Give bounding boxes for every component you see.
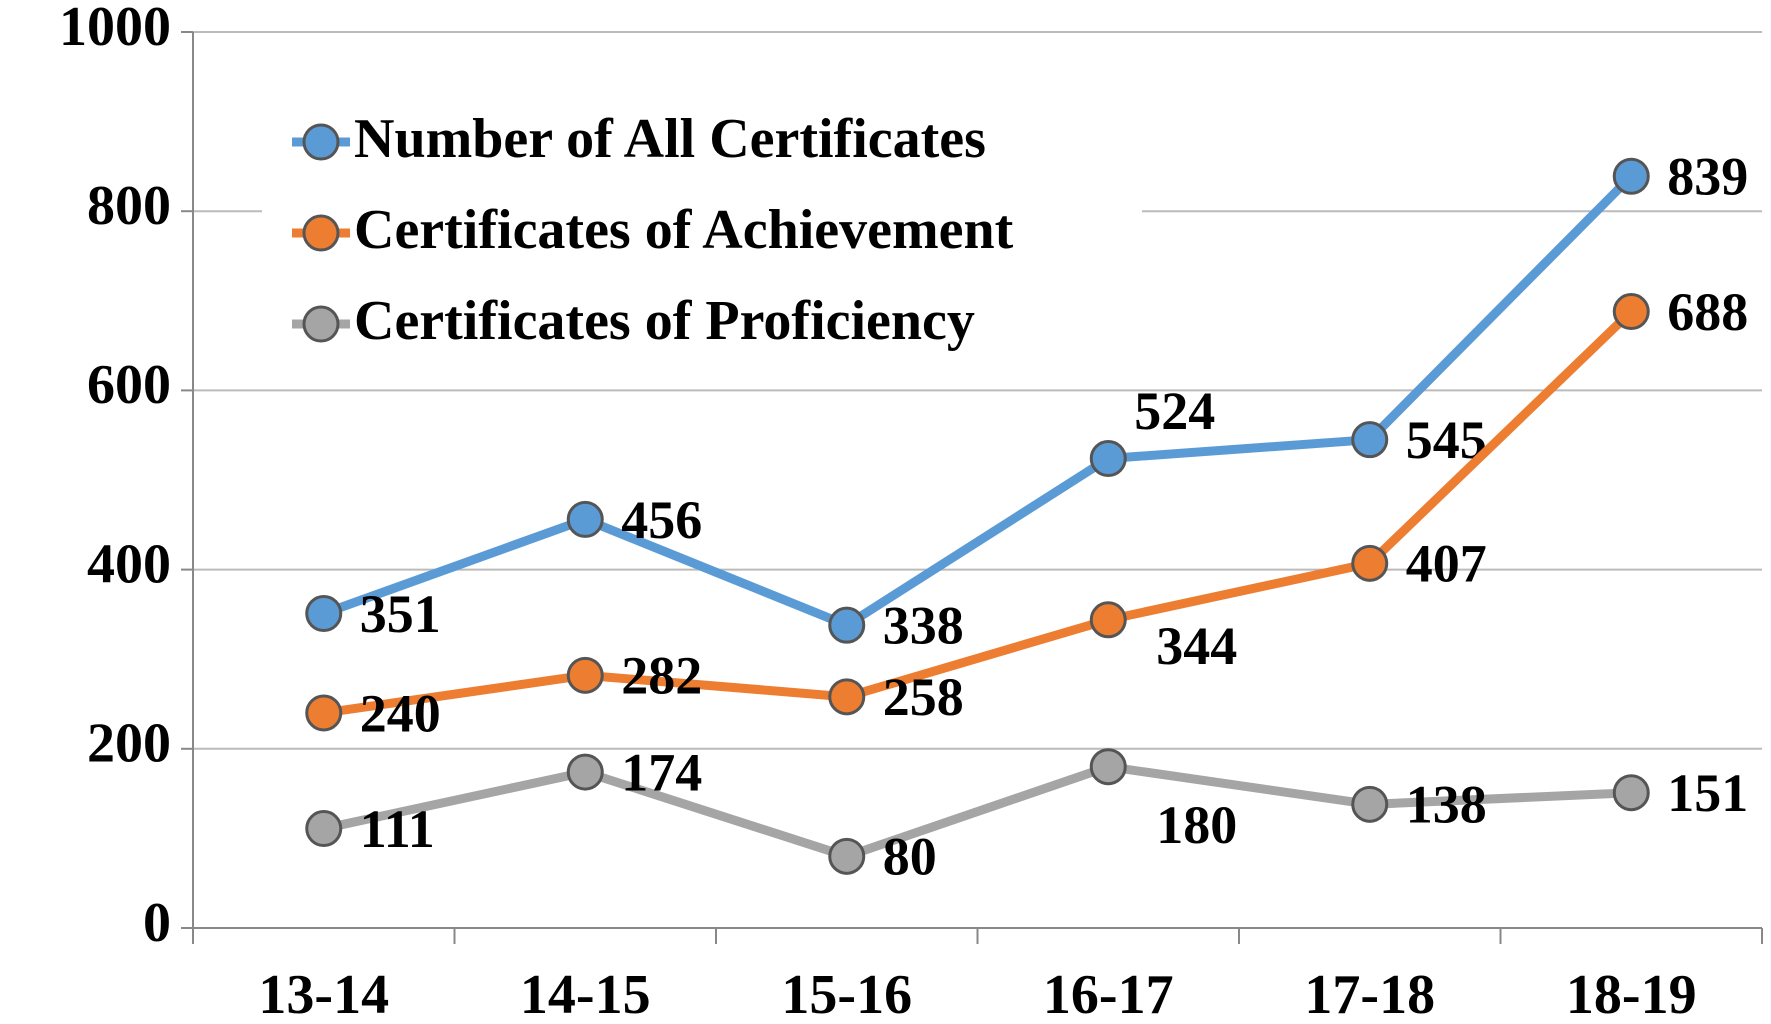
data-label: 282 <box>621 646 702 706</box>
data-label: 138 <box>1406 775 1487 835</box>
marker <box>305 595 343 633</box>
data-label: 258 <box>883 667 964 727</box>
data-label: 111 <box>360 799 435 859</box>
data-label: 174 <box>621 742 702 802</box>
data-label: 240 <box>360 683 441 743</box>
data-label: 839 <box>1667 147 1748 207</box>
data-label: 180 <box>1156 795 1237 855</box>
marker <box>566 656 604 694</box>
marker <box>828 606 866 644</box>
marker <box>305 810 343 848</box>
y-tick-label: 1000 <box>59 0 171 58</box>
x-tick-label: 16-17 <box>1043 964 1174 1024</box>
marker <box>1089 601 1127 639</box>
marker <box>1612 774 1650 812</box>
marker <box>828 678 866 716</box>
x-tick-label: 13-14 <box>258 964 389 1024</box>
series-line <box>322 173 1635 630</box>
marker <box>305 694 343 732</box>
data-label: 351 <box>360 584 441 644</box>
data-label: 524 <box>1134 381 1215 441</box>
marker <box>566 753 604 791</box>
legend-label: Number of All Certificates <box>354 108 986 170</box>
series-line <box>322 762 1632 861</box>
data-label: 344 <box>1156 616 1237 676</box>
y-tick-label: 200 <box>87 713 171 775</box>
data-label: 338 <box>883 596 964 656</box>
x-tick-label: 18-19 <box>1566 964 1697 1024</box>
data-label: 456 <box>621 490 702 550</box>
marker <box>1351 785 1389 823</box>
data-label: 80 <box>883 827 937 887</box>
legend-marker <box>302 305 340 343</box>
x-tick-label: 14-15 <box>520 964 651 1024</box>
marker <box>1612 293 1650 331</box>
y-tick-label: 400 <box>87 533 171 595</box>
y-tick-label: 800 <box>87 175 171 237</box>
marker <box>1351 544 1389 582</box>
y-tick-label: 600 <box>87 354 171 416</box>
marker <box>1612 157 1650 195</box>
data-label: 688 <box>1667 282 1748 342</box>
legend-background <box>262 92 1142 374</box>
marker <box>566 500 604 538</box>
legend-label: Certificates of Achievement <box>354 199 1014 261</box>
marker <box>1351 421 1389 459</box>
x-tick-label: 15-16 <box>781 964 912 1024</box>
y-tick-label: 0 <box>143 892 171 954</box>
x-tick-label: 17-18 <box>1304 964 1435 1024</box>
legend-marker <box>302 214 340 252</box>
legend-marker <box>302 123 340 161</box>
marker <box>1089 748 1127 786</box>
marker <box>1089 439 1127 477</box>
marker <box>828 837 866 875</box>
legend-label: Certificates of Proficiency <box>354 290 975 352</box>
series-line <box>323 308 1635 718</box>
data-label: 151 <box>1667 763 1748 823</box>
data-label: 407 <box>1406 534 1487 594</box>
